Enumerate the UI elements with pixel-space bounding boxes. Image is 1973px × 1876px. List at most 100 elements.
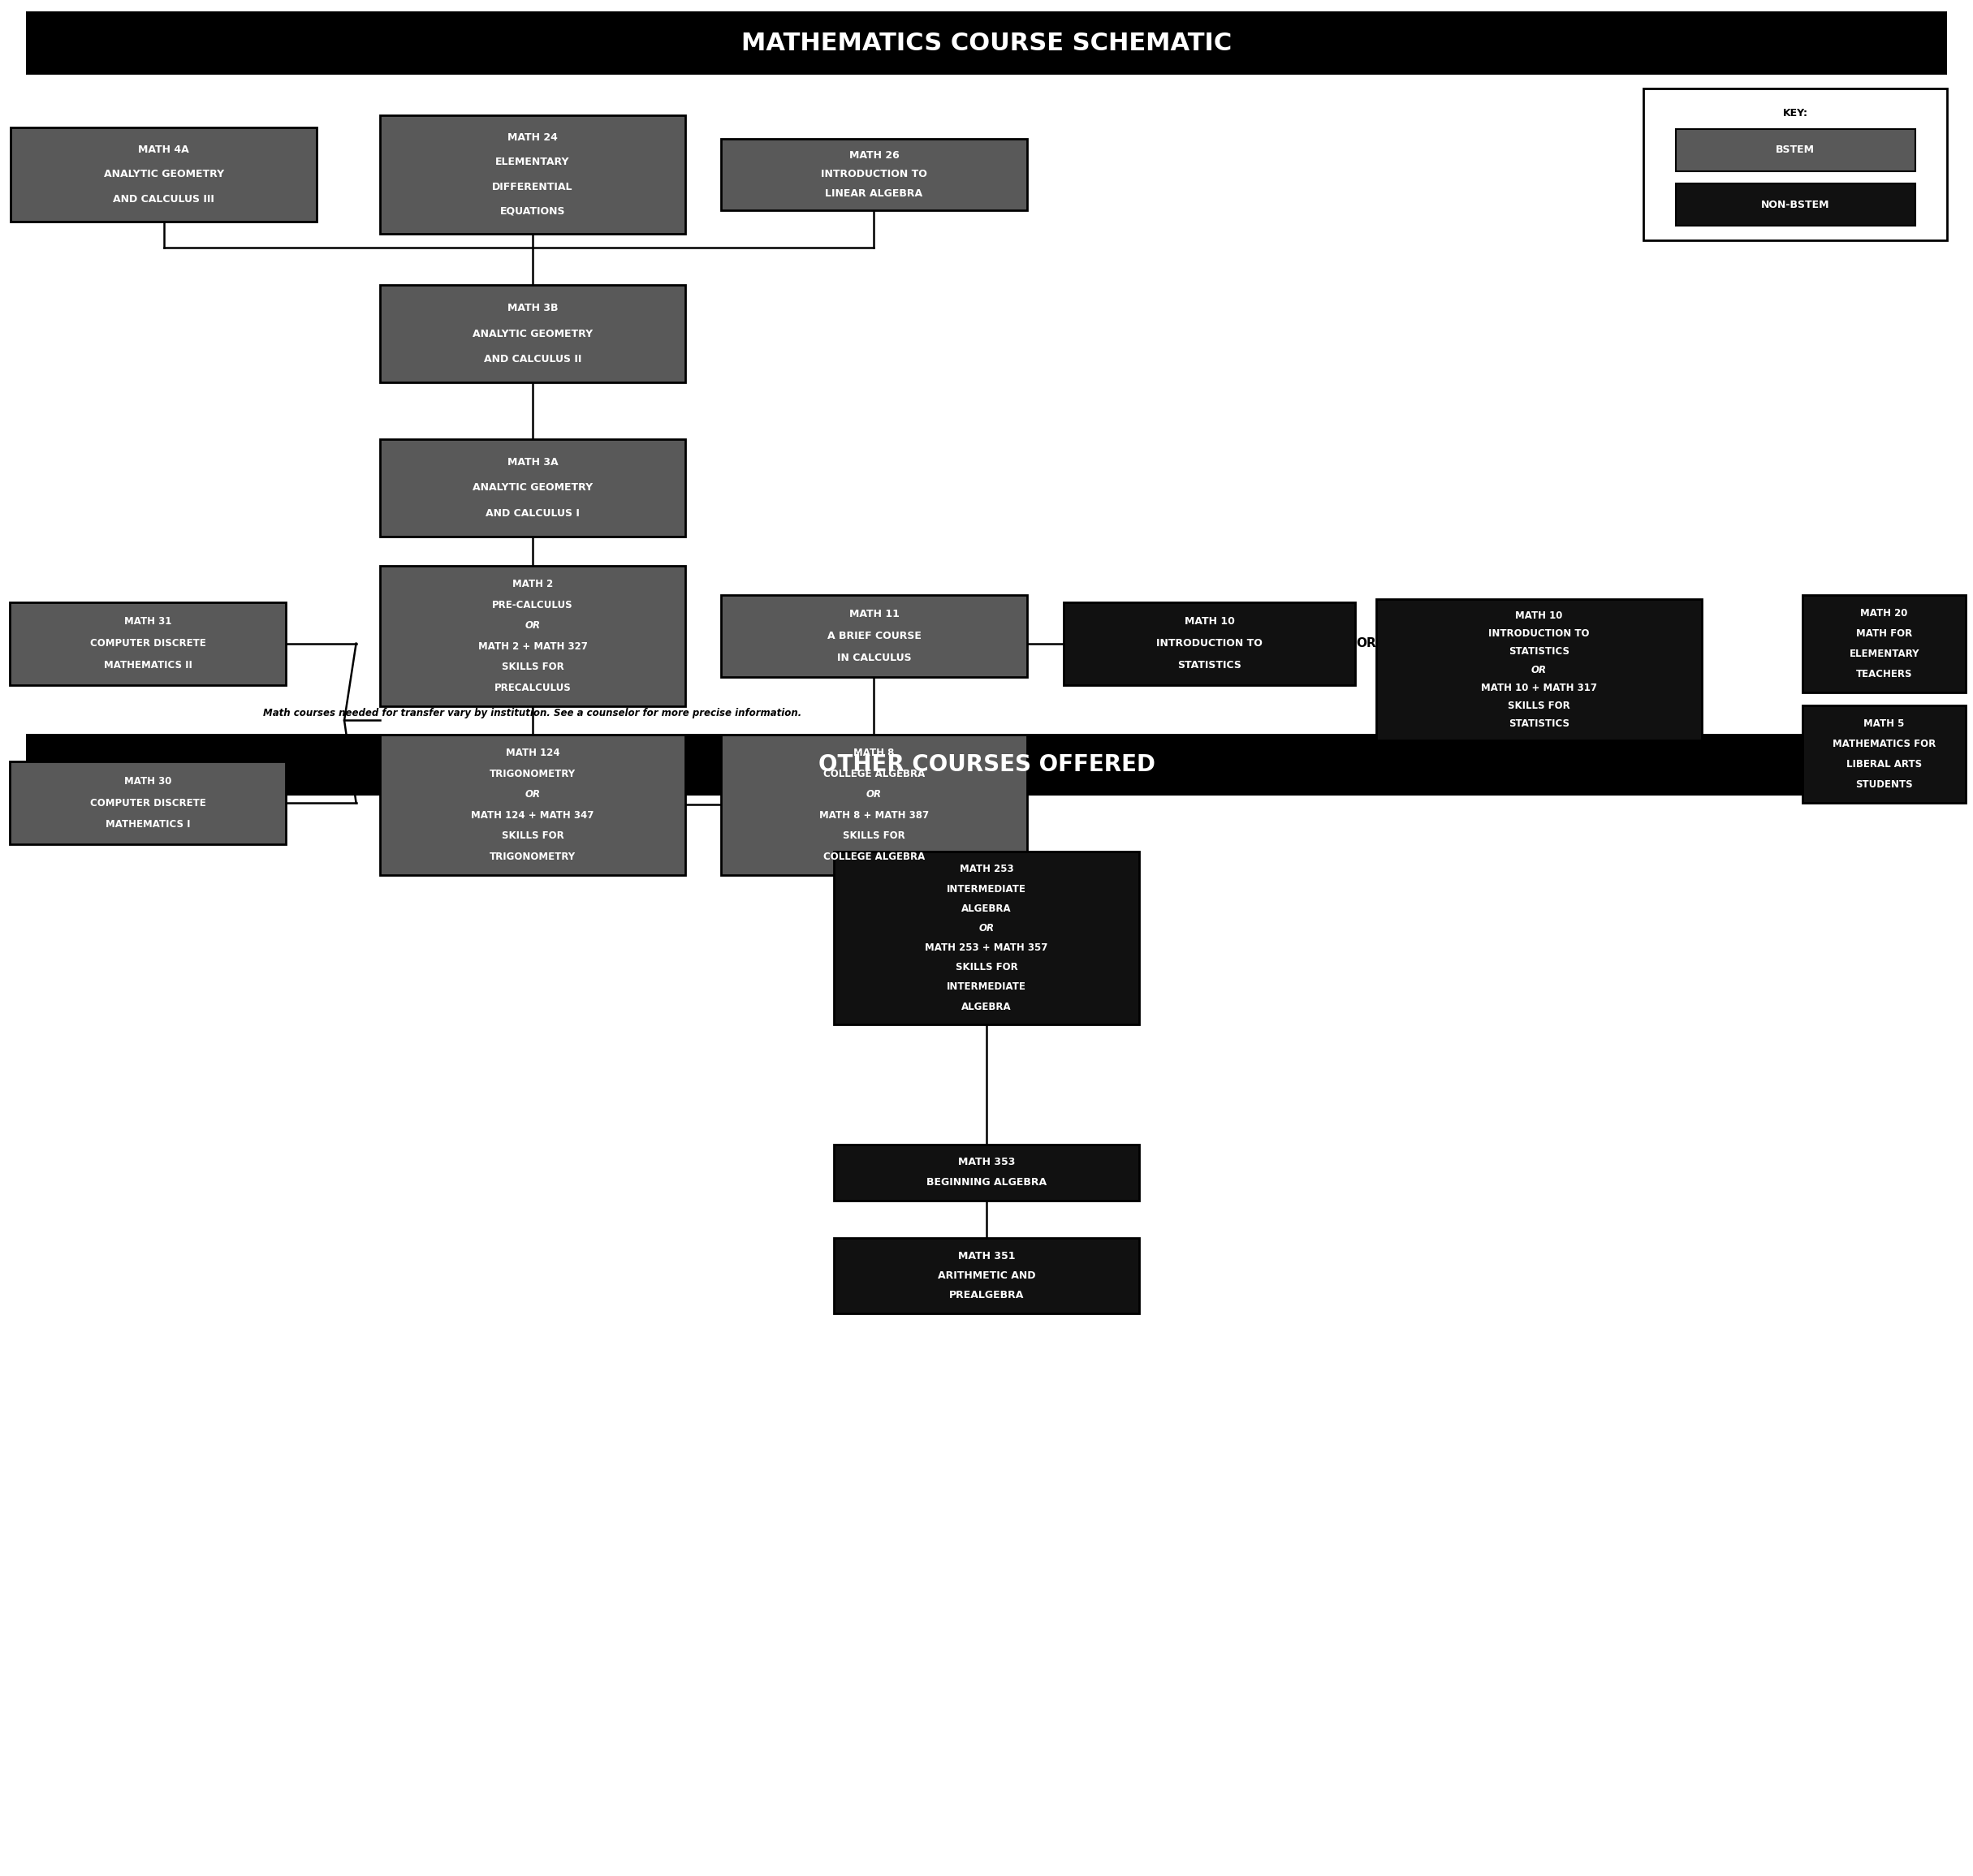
Text: TRIGONOMETRY: TRIGONOMETRY <box>489 852 576 861</box>
Text: PRECALCULUS: PRECALCULUS <box>495 683 570 692</box>
FancyBboxPatch shape <box>26 11 1947 75</box>
Text: AND CALCULUS II: AND CALCULUS II <box>483 355 582 364</box>
Text: OR: OR <box>979 923 994 934</box>
Text: MATH 4A: MATH 4A <box>138 144 189 156</box>
Text: MATH FOR: MATH FOR <box>1857 628 1912 638</box>
Text: TRIGONOMETRY: TRIGONOMETRY <box>489 769 576 779</box>
Text: OR: OR <box>1531 664 1547 675</box>
FancyBboxPatch shape <box>379 735 687 874</box>
Text: ALGEBRA: ALGEBRA <box>961 1002 1012 1011</box>
FancyBboxPatch shape <box>833 1144 1140 1201</box>
Text: MATH 11: MATH 11 <box>848 610 900 619</box>
FancyBboxPatch shape <box>10 762 286 844</box>
Text: COMPUTER DISCRETE: COMPUTER DISCRETE <box>91 797 205 809</box>
FancyBboxPatch shape <box>833 852 1140 1024</box>
Text: LINEAR ALGEBRA: LINEAR ALGEBRA <box>825 188 923 199</box>
Text: MATHEMATICS FOR: MATHEMATICS FOR <box>1833 739 1936 749</box>
Text: MATH 3A: MATH 3A <box>507 458 558 467</box>
FancyBboxPatch shape <box>379 116 687 234</box>
Text: BEGINNING ALGEBRA: BEGINNING ALGEBRA <box>927 1178 1046 1188</box>
Text: ELEMENTARY: ELEMENTARY <box>1849 649 1920 658</box>
Text: MATH 2: MATH 2 <box>513 580 552 589</box>
FancyBboxPatch shape <box>1801 595 1965 692</box>
FancyBboxPatch shape <box>379 439 687 537</box>
Text: MATHEMATICS I: MATHEMATICS I <box>105 820 191 829</box>
Text: BSTEM: BSTEM <box>1776 144 1815 156</box>
FancyBboxPatch shape <box>1801 705 1965 803</box>
FancyBboxPatch shape <box>833 1238 1140 1313</box>
Text: MATH 124: MATH 124 <box>505 749 560 758</box>
Text: ANALYTIC GEOMETRY: ANALYTIC GEOMETRY <box>474 328 592 340</box>
Text: A BRIEF COURSE: A BRIEF COURSE <box>827 630 921 642</box>
Text: TEACHERS: TEACHERS <box>1857 668 1912 679</box>
Text: ANALYTIC GEOMETRY: ANALYTIC GEOMETRY <box>474 482 592 493</box>
Text: ELEMENTARY: ELEMENTARY <box>495 158 570 167</box>
Text: INTRODUCTION TO: INTRODUCTION TO <box>1488 628 1590 640</box>
Text: NON-BSTEM: NON-BSTEM <box>1762 199 1829 210</box>
FancyBboxPatch shape <box>722 139 1026 210</box>
Text: MATH 5: MATH 5 <box>1864 719 1904 730</box>
Text: MATH 8 + MATH 387: MATH 8 + MATH 387 <box>819 810 929 820</box>
Text: PREALGEBRA: PREALGEBRA <box>949 1291 1024 1300</box>
FancyBboxPatch shape <box>1675 129 1916 171</box>
Text: ANALYTIC GEOMETRY: ANALYTIC GEOMETRY <box>105 169 223 180</box>
FancyBboxPatch shape <box>1063 602 1355 685</box>
Text: STUDENTS: STUDENTS <box>1855 779 1914 790</box>
Text: EQUATIONS: EQUATIONS <box>499 206 566 218</box>
Text: OR: OR <box>1355 638 1375 649</box>
FancyBboxPatch shape <box>1377 600 1701 739</box>
Text: OTHER COURSES OFFERED: OTHER COURSES OFFERED <box>819 752 1154 777</box>
Text: SKILLS FOR: SKILLS FOR <box>842 831 906 840</box>
Text: STATISTICS: STATISTICS <box>1509 647 1569 657</box>
Text: INTRODUCTION TO: INTRODUCTION TO <box>1156 638 1263 649</box>
Text: INTERMEDIATE: INTERMEDIATE <box>947 884 1026 895</box>
Text: OR: OR <box>866 790 882 799</box>
Text: MATH 8: MATH 8 <box>854 749 894 758</box>
Text: MATH 353: MATH 353 <box>959 1157 1014 1167</box>
Text: COLLEGE ALGEBRA: COLLEGE ALGEBRA <box>823 852 925 861</box>
Text: MATH 10: MATH 10 <box>1184 617 1235 627</box>
Text: MATH 26: MATH 26 <box>848 150 900 161</box>
Text: COMPUTER DISCRETE: COMPUTER DISCRETE <box>91 638 205 649</box>
Text: MATHEMATICS II: MATHEMATICS II <box>105 660 191 670</box>
FancyBboxPatch shape <box>379 567 687 705</box>
FancyBboxPatch shape <box>722 735 1026 874</box>
Text: STATISTICS: STATISTICS <box>1509 719 1569 730</box>
Text: MATH 24: MATH 24 <box>507 131 558 143</box>
Text: SKILLS FOR: SKILLS FOR <box>501 831 564 840</box>
FancyBboxPatch shape <box>26 734 1947 795</box>
Text: Math courses needed for transfer vary by institution. See a counselor for more p: Math courses needed for transfer vary by… <box>264 707 801 719</box>
Text: PRE-CALCULUS: PRE-CALCULUS <box>493 600 572 610</box>
Text: MATH 10: MATH 10 <box>1515 610 1563 621</box>
Text: MATH 31: MATH 31 <box>124 617 172 627</box>
Text: INTERMEDIATE: INTERMEDIATE <box>947 981 1026 992</box>
Text: SKILLS FOR: SKILLS FOR <box>955 962 1018 972</box>
Text: INTRODUCTION TO: INTRODUCTION TO <box>821 169 927 180</box>
Text: MATH 20: MATH 20 <box>1861 608 1908 619</box>
Text: ALGEBRA: ALGEBRA <box>961 904 1012 914</box>
Text: LIBERAL ARTS: LIBERAL ARTS <box>1847 760 1922 769</box>
Text: STATISTICS: STATISTICS <box>1178 660 1241 670</box>
Text: MATH 351: MATH 351 <box>957 1251 1016 1261</box>
FancyBboxPatch shape <box>722 595 1026 677</box>
Text: MATH 253: MATH 253 <box>959 865 1014 874</box>
Text: DIFFERENTIAL: DIFFERENTIAL <box>493 182 572 191</box>
Text: OR: OR <box>525 790 541 799</box>
Text: KEY:: KEY: <box>1784 109 1807 118</box>
FancyBboxPatch shape <box>1644 88 1947 240</box>
Text: IN CALCULUS: IN CALCULUS <box>837 653 912 662</box>
Text: MATH 10 + MATH 317: MATH 10 + MATH 317 <box>1482 683 1596 692</box>
Text: SKILLS FOR: SKILLS FOR <box>1507 700 1571 711</box>
Text: MATH 2 + MATH 327: MATH 2 + MATH 327 <box>477 642 588 651</box>
Text: AND CALCULUS I: AND CALCULUS I <box>485 508 580 518</box>
Text: MATHEMATICS COURSE SCHEMATIC: MATHEMATICS COURSE SCHEMATIC <box>742 32 1231 54</box>
Text: MATH 253 + MATH 357: MATH 253 + MATH 357 <box>925 942 1048 953</box>
Text: OR: OR <box>525 621 541 630</box>
Text: MATH 3B: MATH 3B <box>507 304 558 313</box>
Text: COLLEGE ALGEBRA: COLLEGE ALGEBRA <box>823 769 925 779</box>
FancyBboxPatch shape <box>10 602 286 685</box>
FancyBboxPatch shape <box>1675 184 1916 227</box>
Text: MATH 124 + MATH 347: MATH 124 + MATH 347 <box>472 810 594 820</box>
FancyBboxPatch shape <box>379 285 687 383</box>
Text: AND CALCULUS III: AND CALCULUS III <box>112 193 215 204</box>
